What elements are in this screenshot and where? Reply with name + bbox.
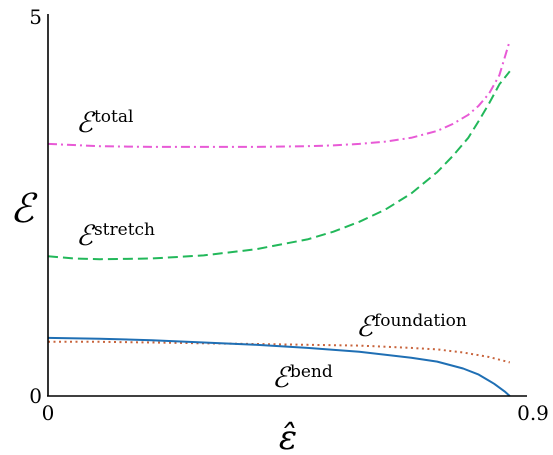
y-tick-label: 5: [29, 5, 42, 29]
series-label-total: ℰtotal: [76, 106, 133, 139]
series-label-stretch: ℰstretch: [76, 219, 155, 252]
series-label-superscript: total: [94, 107, 133, 127]
x-tick-label: 0.9: [517, 401, 549, 425]
series-line-stretch: [47, 70, 511, 261]
series-label-symbol: ℰ: [76, 219, 96, 252]
series-line-total: [47, 40, 511, 148]
series-label-symbol: ℰ: [272, 361, 292, 394]
plot-area: [47, 40, 511, 397]
series-line-bend: [47, 336, 511, 397]
axes: [47, 14, 527, 397]
series-label-symbol: ℰ: [76, 106, 96, 139]
tick-labels: 5 0 0 0.9: [29, 5, 549, 425]
series-label-superscript: stretch: [94, 220, 155, 240]
series-label-superscript: bend: [290, 362, 333, 382]
y-tick-label: 0: [29, 384, 42, 408]
y-axis-label: ℰ: [10, 186, 38, 232]
x-tick-label: 0: [42, 401, 55, 425]
series-label-symbol: ℰ: [356, 310, 376, 343]
series-label-foundation: ℰfoundation: [356, 310, 467, 343]
series-label-superscript: foundation: [374, 311, 467, 331]
series-label-bend: ℰbend: [272, 361, 333, 394]
series-line-foundation: [48, 340, 511, 364]
x-axis-label: ε̂: [279, 418, 297, 455]
